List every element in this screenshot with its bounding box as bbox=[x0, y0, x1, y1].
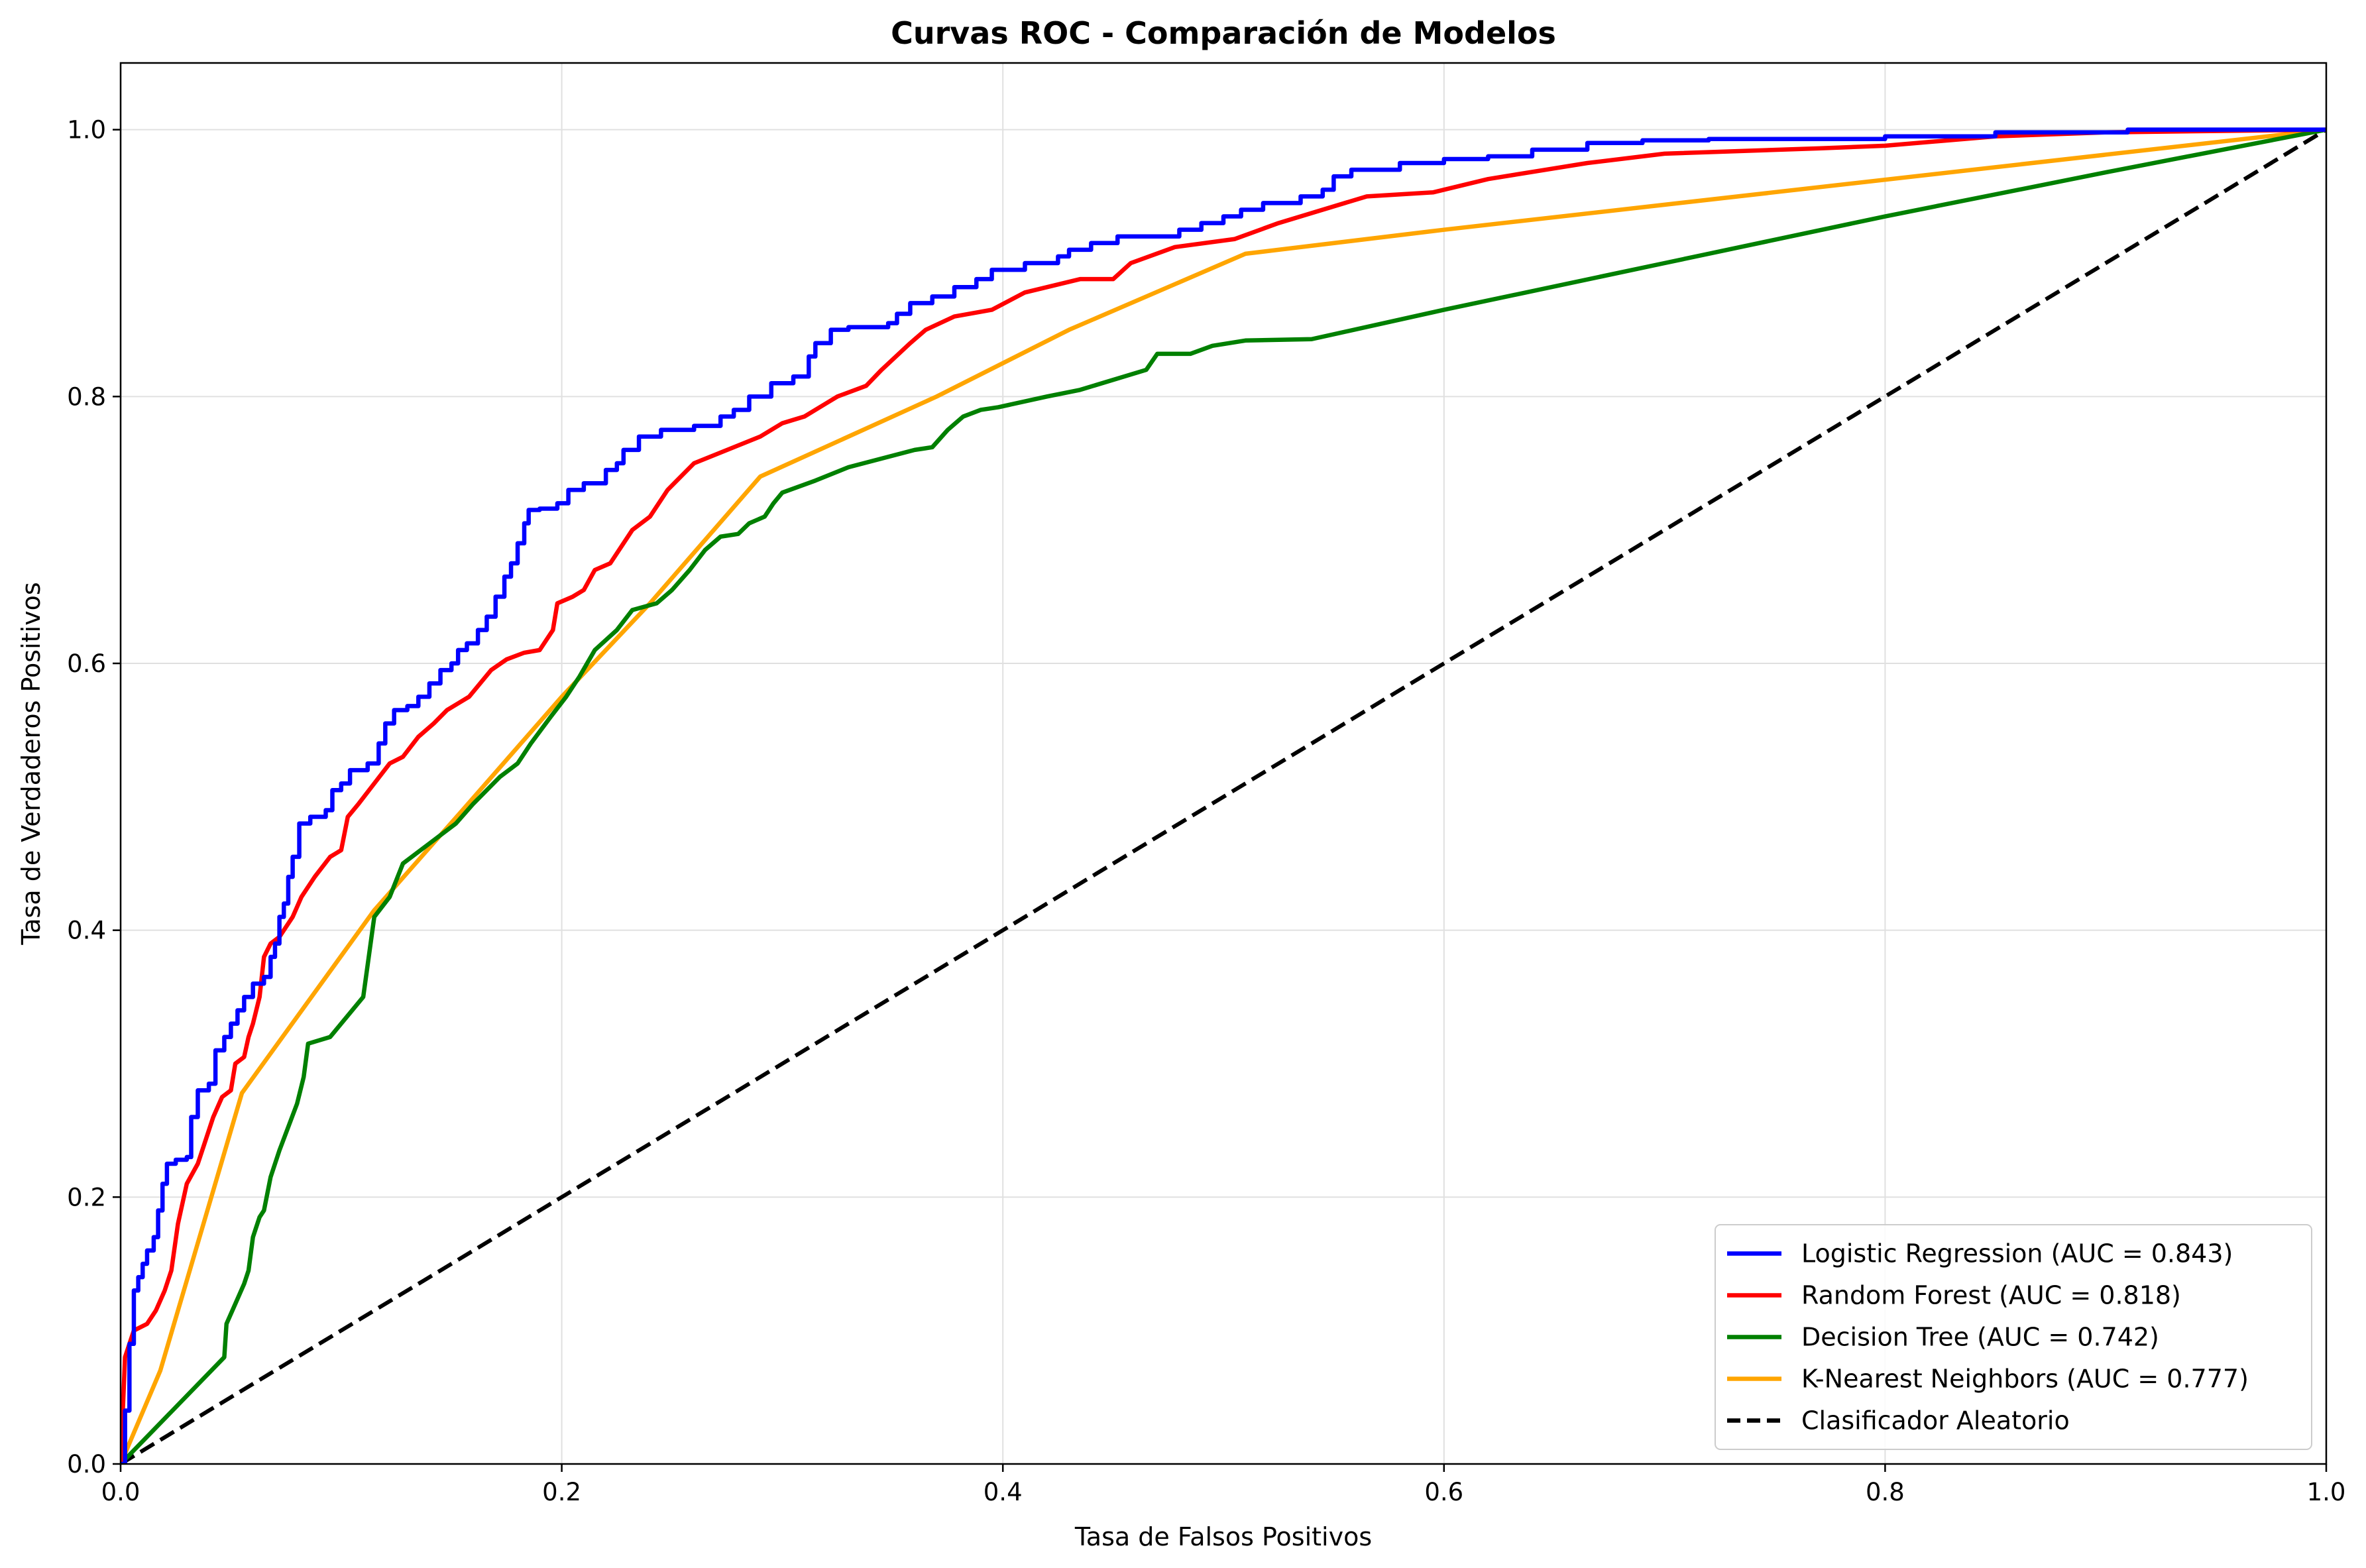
y-tick-label: 0.2 bbox=[67, 1183, 106, 1211]
series-line-4 bbox=[121, 128, 2326, 1464]
y-tick-label: 0.6 bbox=[67, 649, 106, 678]
plot-frame bbox=[119, 62, 2328, 1465]
x-tick-label: 0.8 bbox=[1866, 1478, 1905, 1506]
x-tick-label: 0.2 bbox=[542, 1478, 581, 1506]
x-tick-label: 0.6 bbox=[1424, 1478, 1463, 1506]
series-line-1 bbox=[121, 127, 2326, 1464]
y-tick-label: 1.0 bbox=[67, 116, 106, 144]
legend-label: Decision Tree (AUC = 0.742) bbox=[1801, 1323, 2159, 1352]
legend-box bbox=[1715, 1224, 2312, 1450]
legend-label: K-Nearest Neighbors (AUC = 0.777) bbox=[1801, 1365, 2249, 1394]
axis-ticks: 0.0 0.2 0.4 0.6 0.8 1.0 0.0 0.2 0.4 0.6 0.8 1.0 bbox=[67, 116, 2345, 1506]
chart-title: Curvas ROC - Comparación de Modelos bbox=[891, 15, 1556, 51]
y-tick-label: 0.8 bbox=[67, 382, 106, 411]
y-tick-label: 0.4 bbox=[67, 917, 106, 945]
legend: Logistic Regression (AUC = 0.843) Random … bbox=[1715, 1224, 2312, 1450]
x-tick-label: 1.0 bbox=[2307, 1478, 2346, 1506]
x-tick-label: 0.0 bbox=[101, 1478, 141, 1506]
grid-lines bbox=[120, 63, 2327, 1465]
series-line-0 bbox=[121, 127, 2326, 1464]
y-axis-label: Tasa de Verdaderos Positivos bbox=[17, 582, 46, 945]
legend-label: Clasificador Aleatorio bbox=[1801, 1406, 2070, 1435]
series-line-2 bbox=[121, 127, 2326, 1464]
legend-label: Logistic Regression (AUC = 0.843) bbox=[1801, 1239, 2233, 1268]
x-tick-label: 0.4 bbox=[984, 1478, 1023, 1506]
x-axis-label: Tasa de Falsos Positivos bbox=[1074, 1522, 1372, 1551]
legend-label: Random Forest (AUC = 0.818) bbox=[1801, 1281, 2181, 1310]
plot-area bbox=[121, 127, 2326, 1464]
y-tick-label: 0.0 bbox=[67, 1450, 106, 1479]
